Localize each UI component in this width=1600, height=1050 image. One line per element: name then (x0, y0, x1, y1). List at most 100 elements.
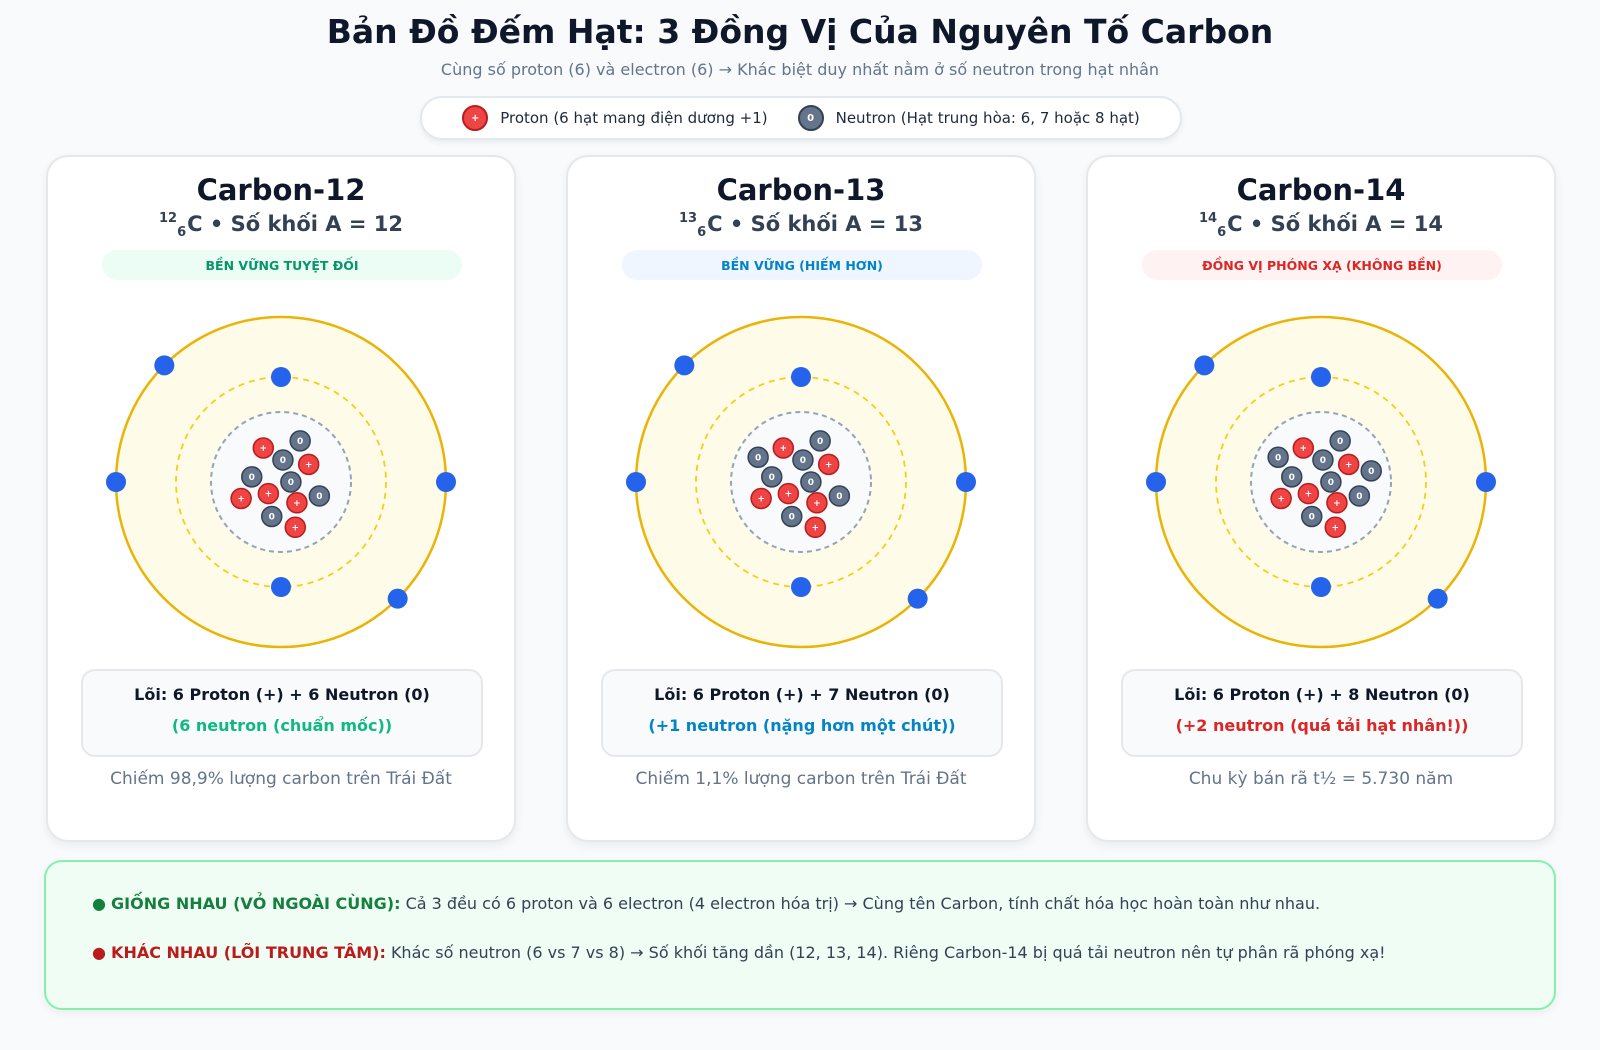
neutron-sign: 0 (789, 512, 795, 522)
legend-item: + Proton (6 hạt mang điện dương +1) (462, 105, 768, 131)
neutron-sign: 0 (817, 437, 823, 447)
electron (271, 367, 291, 387)
proton (777, 482, 800, 505)
electron (1194, 355, 1215, 376)
proton-sign: + (305, 460, 313, 470)
neutron (1281, 466, 1303, 488)
summary-heading: GIỐNG NHAU (VỎ NGOÀI CÙNG): (111, 894, 401, 913)
isotope-formula: 126C • Số khối A = 12 (48, 211, 514, 240)
proton (1292, 437, 1315, 459)
proton (230, 487, 252, 510)
core-box: Lõi: 6 Proton (+) + 8 Neutron (0) (+2 neu… (1121, 669, 1523, 757)
card-footer: Chiếm 98,9% lượng carbon trên Trái Đất (110, 769, 452, 789)
electron (1146, 472, 1166, 492)
electron (791, 367, 811, 387)
neutron-sign: 0 (1289, 473, 1295, 483)
proton (1326, 492, 1348, 514)
formula-label: C • Số khối A = 12 (187, 212, 403, 236)
legend-label: Proton (6 hạt mang điện dương +1) (500, 109, 768, 127)
neutron (280, 471, 302, 493)
core-note: (+2 neutron (quá tải hạt nhân!)) (1175, 716, 1469, 735)
neutron (261, 505, 283, 528)
electron (106, 472, 126, 492)
subtitle: Cùng số proton (6) và electron (6) → Khá… (440, 60, 1160, 79)
proton-sign: + (292, 523, 300, 533)
neutron (289, 430, 311, 452)
proton (286, 492, 308, 514)
summary-point: GIỐNG NHAU (VỎ NGOÀI CÙNG): Cả 3 đều có … (92, 894, 1320, 913)
core-box: Lõi: 6 Proton (+) + 6 Neutron (0) (6 neut… (81, 669, 483, 757)
core-composition: Lõi: 6 Proton (+) + 7 Neutron (0) (654, 685, 950, 704)
electron (1427, 588, 1448, 609)
atomic-number: 6 (1217, 225, 1227, 240)
card-footer: Chiếm 1,1% lượng carbon trên Trái Đất (635, 769, 967, 789)
inner-shell (1215, 376, 1427, 588)
neutron (1320, 471, 1342, 493)
neutron-sign: 0 (249, 473, 255, 483)
neutron (747, 446, 769, 469)
proton (1270, 487, 1292, 510)
proton-sign: + (237, 495, 245, 505)
electron (1311, 367, 1331, 387)
electron (1311, 577, 1331, 597)
mass-number: 12 (158, 211, 178, 226)
proton-sign: + (785, 490, 793, 500)
isotope-name: Carbon-12 (196, 173, 366, 207)
proton-sign: + (812, 523, 820, 533)
neutron-sign: 0 (288, 478, 294, 488)
proton-sign: + (1277, 495, 1285, 505)
proton (1324, 516, 1347, 539)
proton (817, 453, 840, 476)
neutron (1267, 446, 1289, 469)
neutron-sign: 0 (1309, 512, 1315, 522)
neutron-sign: 0 (808, 478, 814, 488)
proton (257, 482, 280, 505)
summary-heading: KHÁC NHAU (LÕI TRUNG TÂM): (111, 943, 386, 962)
electron (154, 355, 175, 376)
proton (804, 516, 827, 539)
core-note: (6 neutron (chuẩn mốc)) (171, 716, 393, 735)
proton-icon: + (462, 105, 489, 131)
isotope-card: Carbon-12 126C • Số khối A = 12 BỀN VỮNG T… (46, 155, 516, 842)
electron (1476, 472, 1496, 492)
summary-text: Cả 3 đều có 6 proton và 6 electron (4 el… (405, 894, 1321, 913)
neutron (1312, 449, 1334, 471)
isotope-name: Carbon-13 (716, 173, 886, 207)
proton-sign: + (1345, 460, 1353, 470)
neutron (1348, 485, 1371, 507)
proton (750, 487, 772, 510)
neutron (1360, 460, 1382, 482)
atomic-number: 6 (177, 225, 187, 240)
proton-sign: + (780, 444, 788, 454)
proton (1337, 453, 1360, 476)
proton-sign: + (265, 490, 273, 500)
electron (674, 355, 695, 376)
proton (284, 516, 307, 539)
neutron-sign: 0 (1356, 492, 1362, 502)
neutron-sign: 0 (269, 512, 275, 522)
neutron-sign: 0 (755, 453, 761, 463)
electron (271, 577, 291, 597)
neutron (1301, 505, 1323, 528)
neutron-sign: 0 (769, 473, 775, 483)
proton-sign: + (1332, 523, 1340, 533)
neutron-sign: 0 (297, 437, 303, 447)
proton (1297, 482, 1320, 505)
atomic-number: 6 (697, 225, 707, 240)
inner-shell (175, 376, 387, 588)
atom-diagram: 0 +0 +0 +0 +0 +0 + (106, 315, 456, 649)
inner-shell (695, 376, 907, 588)
formula-label: C • Số khối A = 13 (707, 212, 923, 236)
neutron-sign: 0 (1320, 456, 1326, 466)
legend: + Proton (6 hạt mang điện dương +1) 0 Neut… (420, 96, 1182, 140)
mass-number: 14 (1198, 211, 1218, 226)
atom-diagram: 0+0+0+0+0+0+00 (1146, 315, 1496, 649)
neutron (308, 485, 331, 507)
proton (297, 453, 320, 476)
proton-sign: + (260, 444, 268, 454)
isotope-formula: 146C • Số khối A = 14 (1088, 211, 1554, 240)
proton (806, 492, 828, 514)
legend-item: 0 Neutron (Hạt trung hòa: 6, 7 hoặc 8 hạt… (797, 105, 1140, 131)
electron (791, 577, 811, 597)
